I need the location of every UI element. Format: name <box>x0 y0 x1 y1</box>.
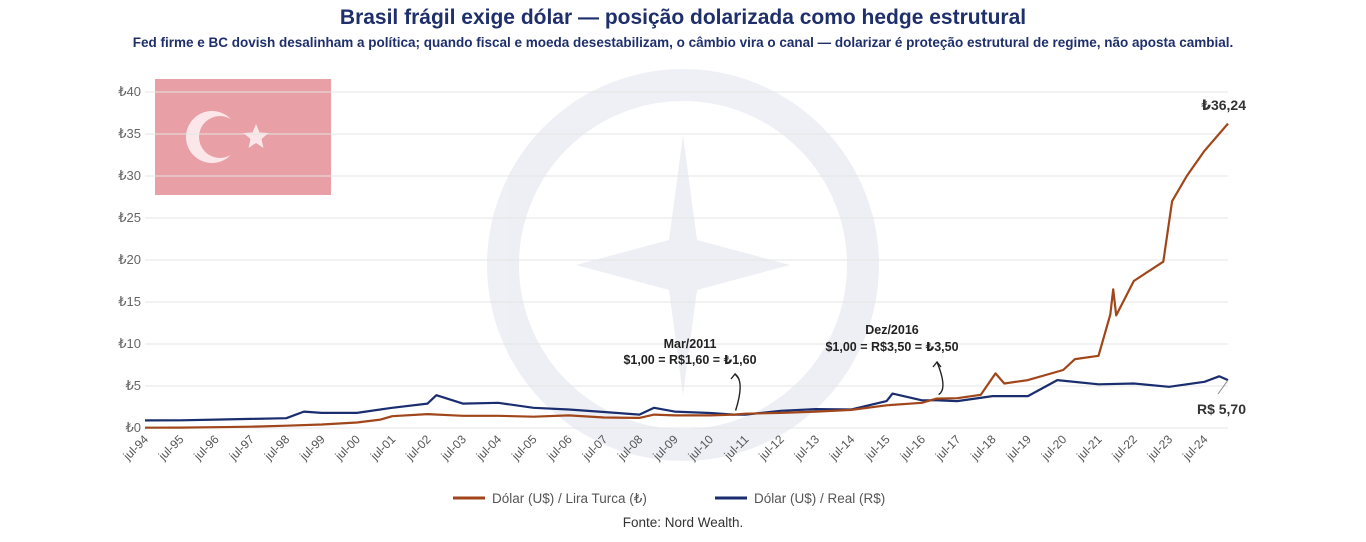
source-note: Fonte: Nord Wealth. <box>623 515 744 530</box>
x-tick-label: jul-00 <box>332 432 364 464</box>
y-tick-label: ₺10 <box>118 336 141 351</box>
y-tick-label: ₺20 <box>118 252 141 267</box>
annotation-arrowhead <box>730 372 740 380</box>
chart-subtitle: Fed firme e BC dovish desalinham a polít… <box>132 35 1234 50</box>
x-tick-label: jul-04 <box>473 432 505 464</box>
x-tick-label: jul-01 <box>367 432 399 464</box>
legend-label-brl: Dólar (U$) / Real (R$) <box>754 491 885 506</box>
x-tick-label: jul-23 <box>1144 432 1176 464</box>
x-tick-label: jul-94 <box>120 432 152 464</box>
annotation-rate: $1,00 = R$1,60 = ₺1,60 <box>623 353 756 367</box>
x-tick-label: jul-96 <box>190 432 222 464</box>
end-labels: ₺36,24 R$ 5,70 <box>1197 97 1246 417</box>
end-label-leader <box>1217 379 1229 395</box>
x-tick-label: jul-14 <box>826 432 858 464</box>
chart-title: Brasil frágil exige dólar — posição dola… <box>339 6 1027 29</box>
end-label-try: ₺36,24 <box>1201 97 1246 113</box>
x-tick-label: jul-99 <box>296 432 328 464</box>
y-tick-label: ₺35 <box>118 126 141 141</box>
turkey-flag-icon <box>155 79 331 195</box>
x-tick-label: jul-17 <box>932 432 964 464</box>
x-tick-label: jul-15 <box>861 432 893 464</box>
y-tick-label: ₺15 <box>118 294 141 309</box>
x-tick-label: jul-18 <box>967 432 999 464</box>
end-label-brl: R$ 5,70 <box>1197 401 1246 417</box>
y-tick-label: ₺30 <box>118 168 141 183</box>
x-tick-label: jul-19 <box>1003 432 1035 464</box>
x-tick-label: jul-06 <box>544 432 576 464</box>
annotation-arrow <box>936 361 944 396</box>
y-axis: ₺0 ₺5 ₺10 ₺15 ₺20 ₺25 ₺30 ₺35 ₺40 <box>118 84 141 435</box>
gridlines <box>145 91 1228 429</box>
annotation-arrow <box>734 373 741 411</box>
x-tick-label: jul-21 <box>1073 432 1105 464</box>
series-lines <box>144 122 1229 429</box>
series-line-try <box>144 122 1229 429</box>
x-tick-label: jul-98 <box>261 432 293 464</box>
x-tick-label: jul-97 <box>226 432 258 464</box>
x-tick-label: jul-05 <box>508 432 540 464</box>
y-tick-label: ₺40 <box>118 84 141 99</box>
x-tick-label: jul-02 <box>402 432 434 464</box>
legend: Dólar (U$) / Lira Turca (₺) Dólar (U$) /… <box>453 491 885 506</box>
x-tick-label: jul-24 <box>1179 432 1211 464</box>
annotation-rate: $1,00 = R$3,50 = ₺3,50 <box>825 340 958 354</box>
x-tick-label: jul-16 <box>897 432 929 464</box>
compass-logo-icon <box>487 69 879 461</box>
annotations: Mar/2011 $1,00 = R$1,60 = ₺1,60 Dez/2016 $1… <box>623 323 959 411</box>
x-tick-label: jul-20 <box>1038 432 1070 464</box>
annotation-date: Dez/2016 <box>865 323 919 337</box>
x-tick-label: jul-22 <box>1109 432 1141 464</box>
annotation-arrowhead <box>932 360 942 368</box>
x-tick-label: jul-13 <box>791 432 823 464</box>
y-tick-label: ₺0 <box>125 420 141 435</box>
x-tick-label: jul-95 <box>155 432 187 464</box>
y-tick-label: ₺25 <box>118 210 141 225</box>
annotation-date: Mar/2011 <box>664 337 717 351</box>
series-line-brl <box>144 375 1229 422</box>
y-tick-label: ₺5 <box>125 378 141 393</box>
x-tick-label: jul-03 <box>438 432 470 464</box>
legend-label-try: Dólar (U$) / Lira Turca (₺) <box>492 491 647 506</box>
